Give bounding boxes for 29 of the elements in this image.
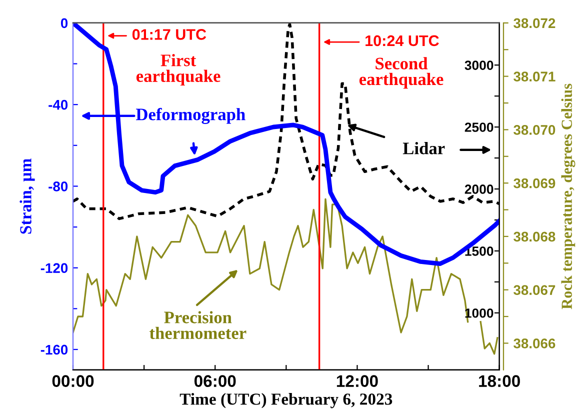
y2-tick-label: 38.070 — [514, 125, 556, 135]
annotation: Precision thermometer — [150, 311, 246, 340]
annotation: First earthquake — [136, 54, 220, 86]
y2-axis-title: Rock temperature, degrees Celsius — [561, 84, 576, 310]
annotation: Deformograph — [136, 108, 246, 124]
x-tick-label: 18:00 — [479, 375, 520, 387]
y2-tick-label: 38.067 — [514, 285, 556, 296]
y-tick-label: -120 — [40, 263, 68, 274]
x-axis-title: Time (UTC) February 6, 2023 — [180, 393, 392, 408]
y3-tick-label: 2000 — [464, 184, 494, 194]
y-tick-label: -80 — [48, 182, 68, 192]
ref-line-label: 10:24 UTC — [366, 35, 439, 46]
y2-tick-label: 38.072 — [514, 18, 556, 28]
y2-tick-label: 38.068 — [514, 232, 556, 242]
x-tick-label: 06:00 — [194, 375, 236, 387]
y-tick-label: -40 — [48, 100, 68, 110]
y3-tick-label: 3000 — [464, 60, 494, 70]
annotation: Lidar — [402, 142, 445, 154]
y2-tick-label: 38.066 — [514, 338, 556, 348]
ref-line-label: 01:17 UTC — [132, 29, 206, 40]
y-tick-label: 0 — [60, 18, 68, 28]
y3-tick-label: 2500 — [464, 122, 494, 132]
annotation: Second earthquake — [359, 57, 444, 89]
y-tick-label: -160 — [40, 344, 68, 355]
y2-tick-label: 38.069 — [514, 178, 556, 188]
y2-tick-label: 38.071 — [514, 72, 556, 82]
x-tick-label: 12:00 — [336, 375, 378, 387]
y-axis-title: Strain, µm — [20, 158, 35, 234]
x-tick-label: 00:00 — [52, 375, 94, 387]
